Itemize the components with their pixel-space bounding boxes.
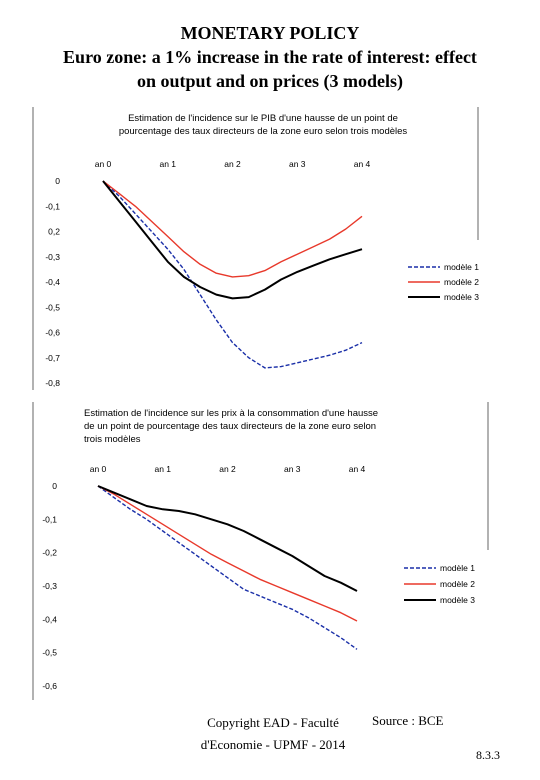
page-subtitle-line-1: Euro zone: a 1% increase in the rate of … bbox=[63, 47, 477, 67]
y-tick-label: -0,1 bbox=[42, 514, 57, 524]
series-line-3 bbox=[97, 485, 358, 592]
copyright-line-2: d'Economie - UPMF - 2014 bbox=[200, 737, 346, 752]
y-tick-label: 0,2 bbox=[48, 227, 60, 237]
copyright-line-1: Copyright EAD - Faculté bbox=[207, 715, 339, 730]
x-category-label: an 1 bbox=[159, 159, 176, 169]
y-tick-label: -0,3 bbox=[42, 581, 57, 591]
series-line-2 bbox=[97, 485, 358, 622]
chart-title-line: Estimation de l'incidence sur le PIB d'u… bbox=[128, 113, 398, 124]
x-category-label: an 2 bbox=[219, 464, 236, 474]
legend-label-2: modèle 2 bbox=[444, 277, 479, 287]
series-line-3 bbox=[102, 180, 363, 300]
chart-title-line: pourcentage des taux directeurs de la zo… bbox=[119, 126, 408, 137]
y-tick-label: -0,5 bbox=[42, 648, 57, 658]
x-category-label: an 4 bbox=[349, 464, 366, 474]
copyright-notice: Copyright EAD - Faculté d'Economie - UPM… bbox=[178, 712, 368, 756]
legend-label-1: modèle 1 bbox=[440, 563, 475, 573]
x-category-label: an 2 bbox=[224, 159, 241, 169]
y-tick-label: -0,3 bbox=[45, 252, 60, 262]
chart-title: Estimation de l'incidence sur le PIB d'u… bbox=[119, 113, 408, 137]
x-category-label: an 0 bbox=[90, 464, 107, 474]
chart-title-line: Estimation de l'incidence sur les prix à… bbox=[84, 408, 378, 419]
x-category-label: an 0 bbox=[95, 159, 112, 169]
consumer-prices-impact-chart: Estimation de l'incidence sur les prix à… bbox=[32, 402, 489, 700]
legend-label-3: modèle 3 bbox=[444, 292, 479, 302]
series-line-2 bbox=[102, 180, 363, 278]
y-tick-label: -0,8 bbox=[45, 378, 60, 388]
legend-label-2: modèle 2 bbox=[440, 579, 475, 589]
series-line-1 bbox=[102, 180, 363, 369]
series-line-1 bbox=[97, 485, 358, 650]
page-title: MONETARY POLICY bbox=[180, 23, 360, 43]
page-subtitle-line-2: on output and on prices (3 models) bbox=[136, 71, 404, 91]
chart-title-line: trois modèles bbox=[84, 434, 141, 445]
legend-label-3: modèle 3 bbox=[440, 595, 475, 605]
y-tick-label: -0,4 bbox=[45, 277, 60, 287]
y-tick-label: 0 bbox=[52, 481, 57, 491]
y-tick-label: -0,7 bbox=[45, 353, 60, 363]
chart-title-line: de un point de pourcentage des taux dire… bbox=[84, 421, 376, 432]
page-number: 8.3.3 bbox=[476, 748, 500, 762]
chart-title: Estimation de l'incidence sur les prix à… bbox=[84, 408, 378, 445]
legend-label-1: modèle 1 bbox=[444, 262, 479, 272]
y-tick-label: 0 bbox=[55, 176, 60, 186]
source-note: Source : BCE bbox=[372, 713, 444, 728]
y-tick-label: -0,4 bbox=[42, 614, 57, 624]
y-tick-label: -0,1 bbox=[45, 201, 60, 211]
y-tick-label: -0,6 bbox=[42, 681, 57, 691]
y-tick-label: -0,2 bbox=[42, 548, 57, 558]
x-category-label: an 3 bbox=[284, 464, 301, 474]
gdp-impact-chart: Estimation de l'incidence sur le PIB d'u… bbox=[32, 107, 479, 390]
y-tick-label: -0,6 bbox=[45, 328, 60, 338]
x-category-label: an 3 bbox=[289, 159, 306, 169]
x-category-label: an 4 bbox=[354, 159, 371, 169]
x-category-label: an 1 bbox=[154, 464, 171, 474]
y-tick-label: -0,5 bbox=[45, 302, 60, 312]
